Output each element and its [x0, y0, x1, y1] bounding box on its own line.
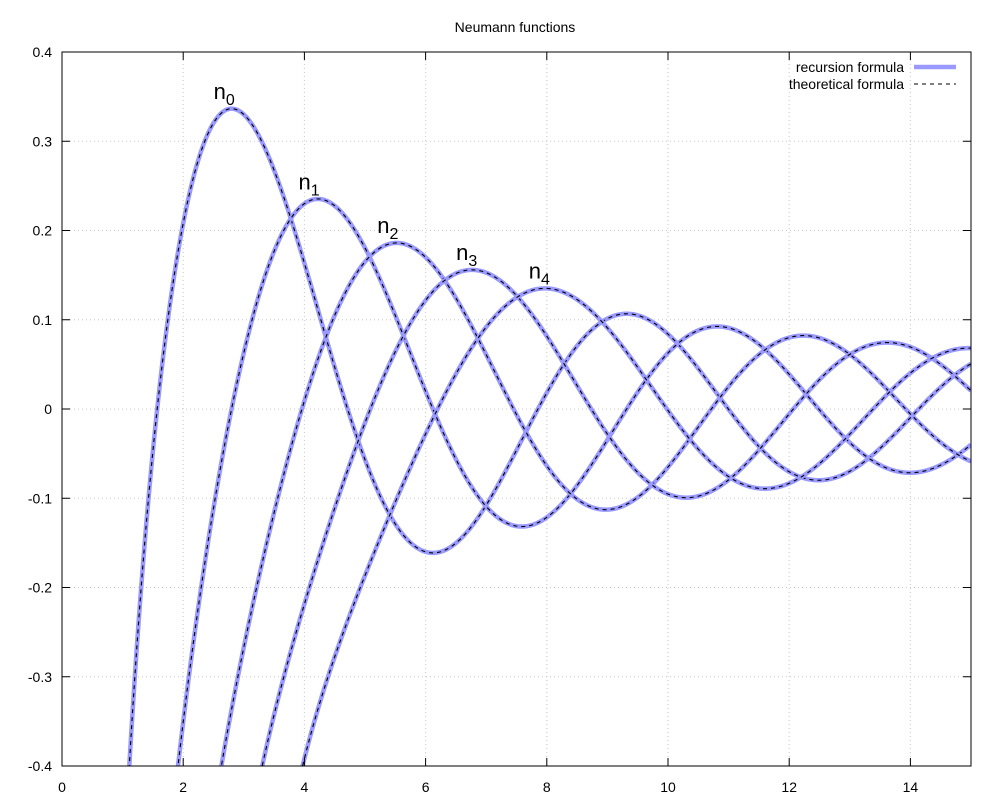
y-tick-label: 0.2	[33, 223, 53, 239]
x-tick-label: 2	[179, 779, 187, 795]
y-tick-label: -0.4	[28, 758, 52, 774]
curve-label-subscript: 0	[226, 92, 235, 109]
x-tick-label: 10	[660, 779, 676, 795]
x-tick-label: 6	[422, 779, 430, 795]
curve-label-n2: n2	[377, 213, 398, 243]
y-tick-label: -0.2	[28, 580, 52, 596]
y-tick-label: -0.3	[28, 669, 52, 685]
curve-label-n1: n1	[299, 169, 320, 199]
theoretical-curve-n2	[220, 242, 971, 766]
legend-label-1: theoretical formula	[789, 76, 904, 92]
x-tick-label: 0	[58, 779, 66, 795]
theoretical-curve-n0	[128, 108, 971, 766]
curve-label-subscript: 2	[390, 226, 399, 243]
y-tick-label: 0.4	[33, 44, 53, 60]
curve-label-base: n	[299, 169, 311, 194]
curve-label-base: n	[456, 240, 468, 265]
x-tick-label: 12	[781, 779, 797, 795]
curve-label-base: n	[529, 259, 541, 284]
curve-label-n4: n4	[529, 259, 550, 289]
legend-label-0: recursion formula	[796, 59, 904, 75]
curve-label-base: n	[377, 213, 389, 238]
recursion-curve-n4	[300, 286, 971, 766]
curve-label-subscript: 4	[541, 272, 550, 289]
y-tick-label: -0.1	[28, 490, 52, 506]
curve-label-n3: n3	[456, 240, 477, 270]
y-tick-label: 0.1	[33, 312, 53, 328]
curve-label-subscript: 3	[468, 253, 477, 270]
theoretical-curve-n3	[261, 269, 971, 766]
y-tick-label: 0	[44, 401, 52, 417]
curves	[127, 106, 971, 766]
x-tick-label: 14	[903, 779, 919, 795]
x-tick-label: 4	[301, 779, 309, 795]
y-tick-label: 0.3	[33, 133, 53, 149]
theoretical-curve-n1	[177, 198, 971, 766]
chart-title: Neumann functions	[455, 19, 576, 35]
axis-ticks: 0 2 4 6 8 10 12 14-0.4-0.3-0.2-0.100.10.20.30.4	[28, 44, 971, 795]
curve-label-n0: n0	[214, 79, 235, 109]
curve-label-subscript: 1	[311, 182, 320, 199]
x-tick-label: 8	[543, 779, 551, 795]
curve-label-base: n	[214, 79, 226, 104]
